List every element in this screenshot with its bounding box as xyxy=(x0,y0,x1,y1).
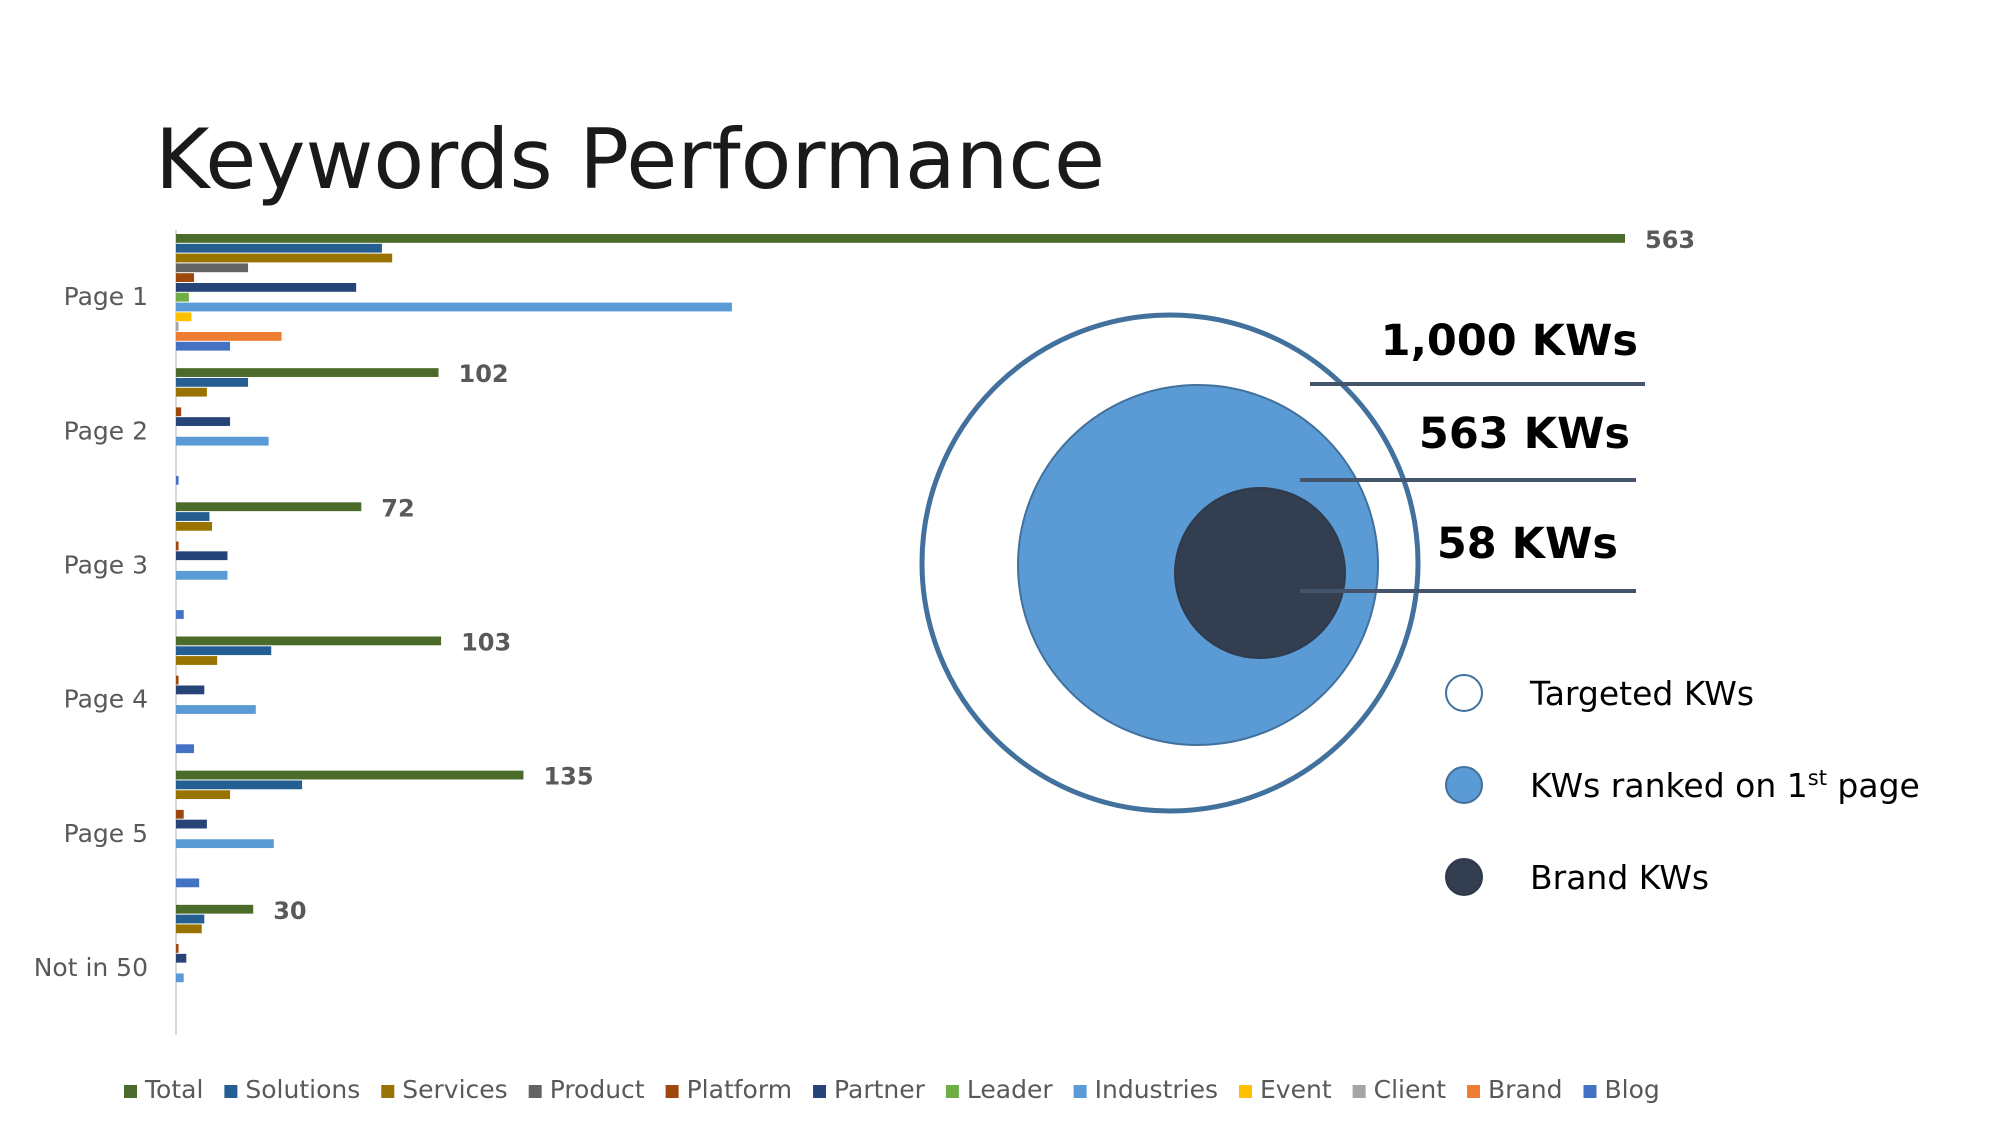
bar-platform-page-3 xyxy=(176,541,179,551)
legend-item-brand-kws: Brand KWs xyxy=(1530,858,1709,897)
bar-solutions-not-in-50 xyxy=(176,914,205,924)
bar-platform-page-2 xyxy=(176,407,182,417)
legend-swatch-solutions xyxy=(224,1085,238,1098)
legend-label-product: Product xyxy=(550,1075,645,1104)
legend-label-total: Total xyxy=(144,1075,203,1104)
legend-swatch-platform xyxy=(665,1085,679,1098)
legend-label-solutions: Solutions xyxy=(245,1075,360,1104)
legend-label-client: Client xyxy=(1374,1075,1447,1104)
legend-swatch-blog xyxy=(1583,1085,1597,1098)
category-label-page-2: Page 2 xyxy=(64,416,148,445)
bar-total-page-2 xyxy=(176,368,439,377)
category-label-page-3: Page 3 xyxy=(64,550,148,579)
bar-solutions-page-5 xyxy=(176,780,303,790)
bar-services-page-5 xyxy=(176,790,231,800)
bar-solutions-page-2 xyxy=(176,377,249,387)
legend-swatch-partner xyxy=(813,1085,827,1098)
bar-solutions-page-3 xyxy=(176,512,210,521)
bar-total-page-5 xyxy=(176,770,524,780)
data-label-total-page-4: 103 xyxy=(461,629,511,657)
circles-legend: Targeted KWs KWs ranked on 1st page Brand … xyxy=(1445,674,1920,897)
legend-swatch-industries xyxy=(1073,1085,1087,1098)
legend-marker-kws-ranked-on-1st-page xyxy=(1445,766,1483,804)
bar-industries-page-2 xyxy=(176,436,269,446)
bar-industries-page-3 xyxy=(176,570,228,580)
legend-swatch-total xyxy=(124,1085,137,1098)
bar-platform-page-4 xyxy=(176,675,179,685)
bar-blog-page-3 xyxy=(176,610,184,619)
series-legend: Total Solutions Services Product Platform Par… xyxy=(124,1075,1660,1104)
legend-swatch-brand xyxy=(1467,1085,1481,1098)
legend-label-event: Event xyxy=(1260,1075,1332,1104)
circle-label-1-000-kws: 1,000 KWs xyxy=(1381,316,1638,366)
bar-total-page-1 xyxy=(176,234,1625,243)
bar-event-page-1 xyxy=(176,312,192,322)
legend-label-industries: Industries xyxy=(1095,1075,1218,1104)
bar-total-page-4 xyxy=(176,636,442,646)
page-title: Keywords Performance xyxy=(155,111,1106,208)
bar-blog-page-5 xyxy=(176,878,200,888)
bar-industries-page-4 xyxy=(176,705,256,714)
circle-label-58-kws: 58 KWs xyxy=(1437,519,1618,569)
bar-partner-page-5 xyxy=(176,819,207,829)
bar-partner-page-4 xyxy=(176,685,205,695)
legend-label-partner: Partner xyxy=(834,1075,926,1104)
bar-services-page-3 xyxy=(176,521,213,531)
circle-58-kws xyxy=(1174,487,1346,659)
bar-services-page-2 xyxy=(176,387,207,397)
bar-industries-not-in-50 xyxy=(176,973,184,983)
legend-item-targeted-kws: Targeted KWs xyxy=(1529,674,1754,713)
legend-label-brand: Brand xyxy=(1488,1075,1562,1104)
category-label-page-4: Page 4 xyxy=(64,685,148,714)
legend-marker-targeted-kws xyxy=(1445,674,1483,712)
bar-total-not-in-50 xyxy=(176,904,254,914)
bar-partner-page-1 xyxy=(176,283,357,292)
bar-brand-page-1 xyxy=(176,332,282,341)
legend-label-platform: Platform xyxy=(687,1075,792,1104)
legend-swatch-leader xyxy=(945,1085,959,1098)
legend-label-blog: Blog xyxy=(1605,1075,1660,1104)
data-label-total-not-in-50: 30 xyxy=(273,897,306,925)
data-label-total-page-3: 72 xyxy=(381,494,414,522)
bar-platform-not-in-50 xyxy=(176,944,179,953)
category-label-page-5: Page 5 xyxy=(64,819,148,848)
legend-swatch-client xyxy=(1352,1085,1366,1098)
legend-swatch-event xyxy=(1239,1085,1253,1098)
data-label-total-page-5: 135 xyxy=(543,763,593,791)
bar-client-page-1 xyxy=(176,322,179,331)
bar-partner-page-2 xyxy=(176,417,231,426)
bar-platform-page-1 xyxy=(176,273,195,282)
bar-solutions-page-4 xyxy=(176,646,272,656)
bar-industries-page-1 xyxy=(176,302,732,312)
category-label-not-in-50: Not in 50 xyxy=(34,953,148,982)
data-label-total-page-1: 563 xyxy=(1645,226,1695,254)
bar-platform-page-5 xyxy=(176,809,184,819)
bar-services-page-1 xyxy=(176,253,393,263)
bar-partner-not-in-50 xyxy=(176,953,187,963)
bar-blog-page-2 xyxy=(176,475,179,485)
legend-item-kws-ranked-on-1st-page: KWs ranked on 1st page xyxy=(1530,766,1920,805)
bar-services-page-4 xyxy=(176,656,218,665)
bar-total-page-3 xyxy=(176,502,362,512)
circle-label-563-kws: 563 KWs xyxy=(1419,409,1630,459)
bar-blog-page-1 xyxy=(176,341,231,351)
bar-leader-page-1 xyxy=(176,292,189,302)
circles-diagram: 1,000 KWs 563 KWs 58 KWs xyxy=(919,312,1645,814)
bar-product-page-1 xyxy=(176,263,249,273)
bar-services-not-in-50 xyxy=(176,924,202,934)
legend-label-services: Services xyxy=(402,1075,507,1104)
legend-label-leader: Leader xyxy=(967,1075,1053,1104)
category-label-page-1: Page 1 xyxy=(64,282,148,311)
legend-swatch-services xyxy=(381,1085,395,1098)
bar-chart: Page 1 563 Page 2 102 Page 3 72 Page 4 103 Page … xyxy=(34,226,1695,1035)
legend-swatch-product xyxy=(528,1085,542,1098)
bar-industries-page-5 xyxy=(176,839,274,849)
bar-blog-page-4 xyxy=(176,744,195,754)
bar-partner-page-3 xyxy=(176,551,228,561)
bar-solutions-page-1 xyxy=(176,243,382,253)
legend-marker-brand-kws xyxy=(1445,858,1483,896)
data-label-total-page-2: 102 xyxy=(459,360,509,388)
